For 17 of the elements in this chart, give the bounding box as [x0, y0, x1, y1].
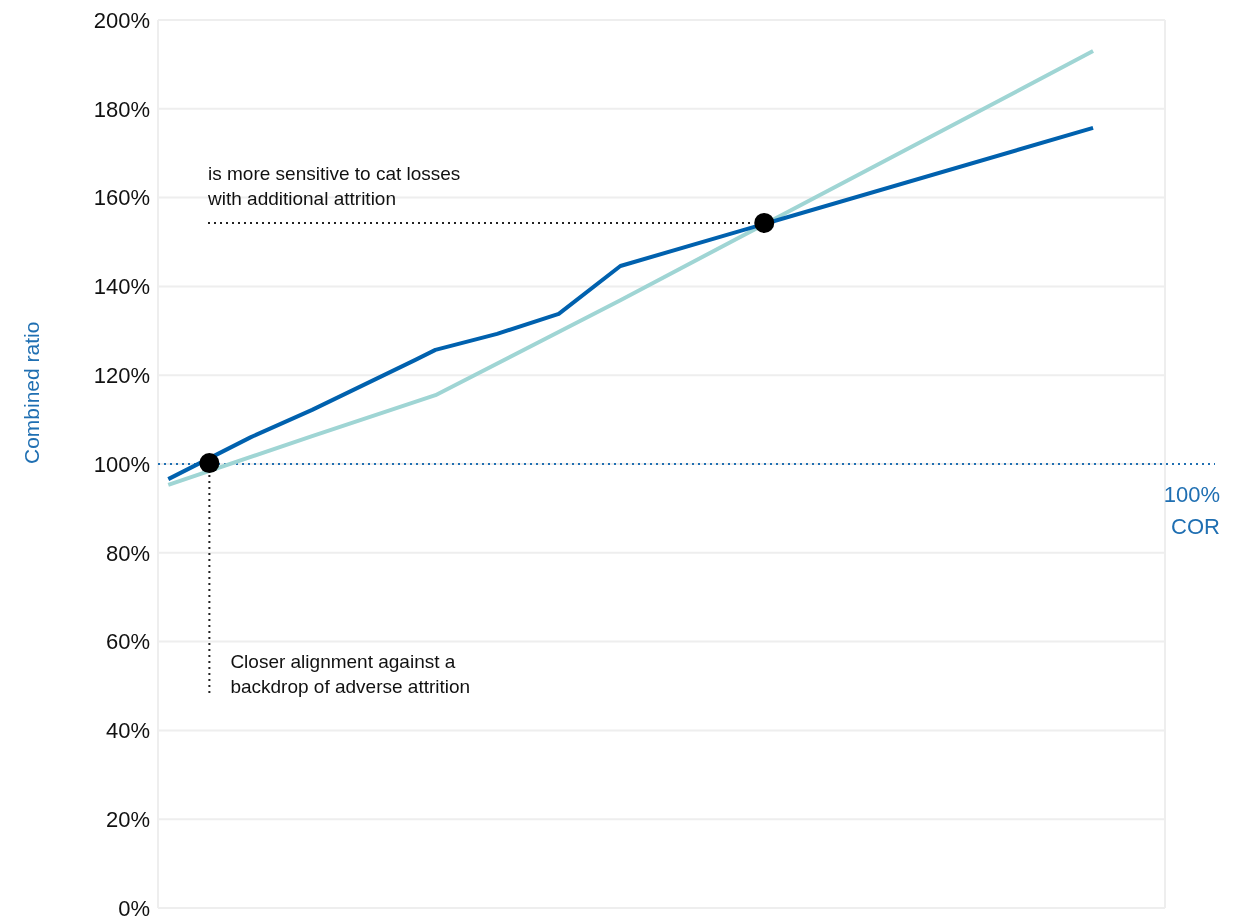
- y-tick-label: 200%: [93, 7, 150, 33]
- line-series: [166, 49, 1096, 487]
- y-tick-label: 60%: [105, 629, 150, 655]
- ref-line-label: 100% COR: [1163, 482, 1220, 539]
- annotation: is more sensitive to cat losses with additional attrition: [207, 162, 461, 209]
- y-tick-label: 0%: [118, 895, 150, 921]
- y-tick-label: 160%: [93, 185, 150, 211]
- y-tick-label: 40%: [105, 718, 150, 744]
- line-series: [166, 125, 1096, 482]
- y-tick-label: 120%: [93, 363, 150, 389]
- y-tick-label: 80%: [105, 540, 150, 566]
- y-tick-label: 20%: [105, 807, 150, 833]
- y-tick-label: 140%: [93, 274, 150, 300]
- y-axis-title: Combined ratio: [20, 321, 44, 464]
- y-tick-label: 100%: [93, 451, 150, 477]
- y-tick-label: 180%: [93, 96, 150, 122]
- annotation: Closer alignment against a backdrop of adverse attrition: [230, 651, 471, 698]
